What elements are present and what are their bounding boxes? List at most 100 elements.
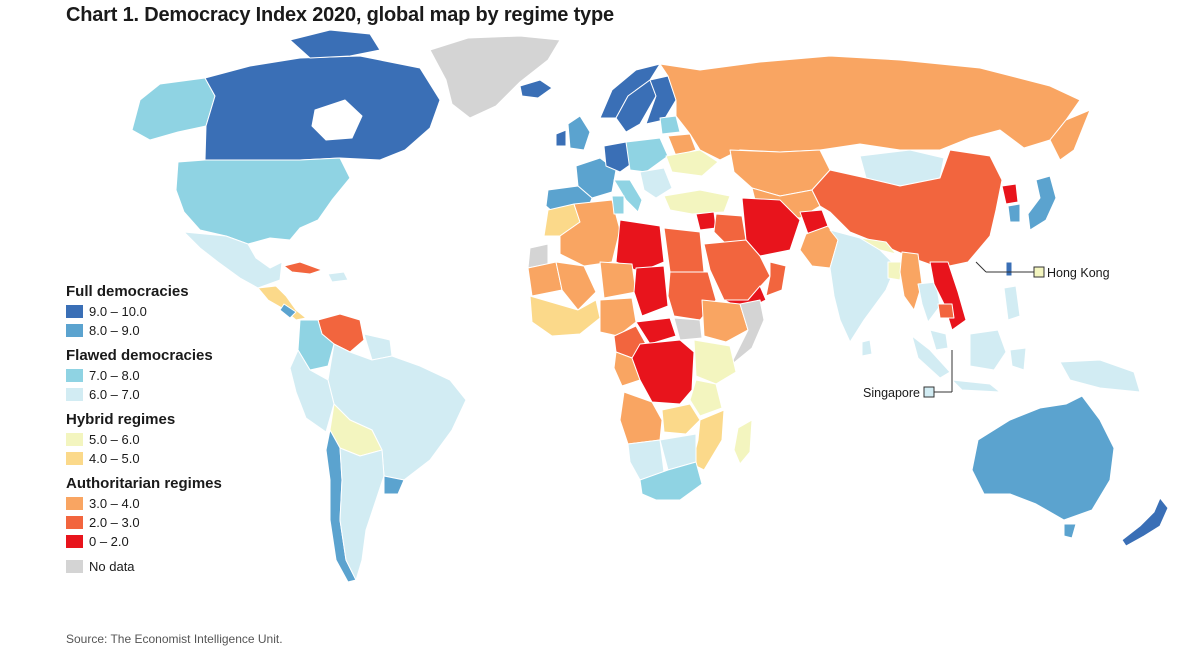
region-malaysia xyxy=(929,329,949,351)
region-sulawesi xyxy=(1009,347,1027,371)
region-oman xyxy=(765,261,787,297)
legend-heading: Flawed democracies xyxy=(66,347,213,364)
legend-item: 6.0 – 7.0 xyxy=(66,385,296,404)
region-central-europe xyxy=(625,137,669,173)
legend-swatch xyxy=(66,452,83,465)
region-australia xyxy=(971,395,1115,521)
region-java xyxy=(951,379,1001,393)
region-egypt xyxy=(663,227,705,273)
region-cambodia xyxy=(937,303,955,319)
legend-swatch xyxy=(66,560,83,573)
region-ireland xyxy=(555,129,567,147)
legend-label: 3.0 – 4.0 xyxy=(89,496,140,511)
hong-kong-callout: Hong Kong xyxy=(975,261,1110,280)
region-taiwan xyxy=(1005,261,1013,277)
region-philippines xyxy=(1003,285,1021,321)
legend-heading: Hybrid regimes xyxy=(66,411,176,428)
region-belarus xyxy=(667,133,697,157)
region-cuba xyxy=(283,261,323,275)
region-car xyxy=(635,317,677,345)
region-iceland xyxy=(519,79,553,99)
region-north-korea xyxy=(1001,183,1019,205)
region-baltics xyxy=(659,115,681,135)
region-usa xyxy=(175,157,351,245)
region-hispaniola xyxy=(327,271,349,283)
region-chad xyxy=(633,265,669,317)
legend-label: 9.0 – 10.0 xyxy=(89,304,147,319)
legend-label: 4.0 – 5.0 xyxy=(89,451,140,466)
legend-item: 7.0 – 8.0 xyxy=(66,366,296,385)
region-drc xyxy=(631,339,695,405)
region-new-zealand xyxy=(1121,497,1169,547)
region-south-sudan xyxy=(673,317,703,341)
legend-label: 6.0 – 7.0 xyxy=(89,387,140,402)
region-russia xyxy=(659,55,1081,161)
region-gabon-congo xyxy=(613,351,641,387)
region-ethiopia xyxy=(701,299,749,343)
legend-heading: Authoritarian regimes xyxy=(66,475,222,492)
region-myanmar xyxy=(899,251,923,311)
legend-swatch xyxy=(66,388,83,401)
region-japan xyxy=(1027,175,1057,231)
legend-group-flawed-democracies: Flawed democracies 7.0 – 8.0 6.0 – 7.0 xyxy=(66,346,296,404)
region-balkans xyxy=(639,167,673,199)
region-turkey xyxy=(663,189,731,215)
region-madagascar xyxy=(733,419,753,465)
region-tasmania xyxy=(1063,523,1077,539)
legend-group-hybrid-regimes: Hybrid regimes 5.0 – 6.0 4.0 – 5.0 xyxy=(66,410,296,468)
region-uk xyxy=(567,115,591,151)
region-argentina xyxy=(339,447,385,581)
legend-swatch xyxy=(66,497,83,510)
region-kamchatka xyxy=(1049,109,1091,161)
legend-item: 4.0 – 5.0 xyxy=(66,449,296,468)
legend-item: 2.0 – 3.0 xyxy=(66,513,296,532)
region-kenya-uganda xyxy=(693,339,737,385)
legend-item-no-data: No data xyxy=(66,557,296,576)
region-laos-vietnam xyxy=(929,261,967,331)
region-south-africa xyxy=(639,461,703,501)
region-ukraine xyxy=(665,149,719,177)
region-thailand xyxy=(917,281,941,323)
region-syria xyxy=(695,211,717,231)
hong-kong-label: Hong Kong xyxy=(1047,266,1110,280)
region-mali xyxy=(555,261,597,311)
legend-item: 8.0 – 9.0 xyxy=(66,321,296,340)
region-arctic-islands xyxy=(289,29,381,59)
region-nepal-bhutan xyxy=(859,237,897,255)
region-germany xyxy=(603,141,635,173)
region-greenland xyxy=(429,35,561,119)
legend-label: No data xyxy=(89,559,135,574)
legend-item: 0 – 2.0 xyxy=(66,532,296,551)
region-niger xyxy=(599,261,637,299)
legend-item: 5.0 – 6.0 xyxy=(66,430,296,449)
region-west-africa xyxy=(529,295,601,337)
region-tunisia xyxy=(611,195,625,215)
legend-group-full-democracies: Full democracies 9.0 – 10.0 8.0 – 9.0 xyxy=(66,282,296,340)
region-sumatra xyxy=(911,335,951,379)
legend-swatch xyxy=(66,324,83,337)
legend-label: 8.0 – 9.0 xyxy=(89,323,140,338)
singapore-label: Singapore xyxy=(863,386,920,400)
legend-item: 3.0 – 4.0 xyxy=(66,494,296,513)
region-hudson-bay xyxy=(311,99,363,141)
region-costa-rica xyxy=(279,303,297,319)
region-south-korea xyxy=(1007,203,1021,223)
legend-item: 9.0 – 10.0 xyxy=(66,302,296,321)
region-sri-lanka xyxy=(861,339,873,357)
region-mexico xyxy=(183,231,283,289)
source-note: Source: The Economist Intelligence Unit. xyxy=(66,632,283,646)
region-tanzania xyxy=(689,379,723,417)
region-new-guinea xyxy=(1059,359,1141,393)
legend: Full democracies 9.0 – 10.0 8.0 – 9.0 Fl… xyxy=(66,282,296,576)
legend-swatch xyxy=(66,305,83,318)
legend-group-authoritarian-regimes: Authoritarian regimes 3.0 – 4.0 2.0 – 3.… xyxy=(66,474,296,551)
legend-label: 7.0 – 8.0 xyxy=(89,368,140,383)
region-iraq xyxy=(713,213,747,245)
legend-label: 2.0 – 3.0 xyxy=(89,515,140,530)
legend-swatch xyxy=(66,433,83,446)
hong-kong-swatch xyxy=(1033,266,1045,278)
region-somalia xyxy=(729,299,765,367)
region-mozambique xyxy=(691,409,725,471)
region-peru xyxy=(289,349,335,433)
